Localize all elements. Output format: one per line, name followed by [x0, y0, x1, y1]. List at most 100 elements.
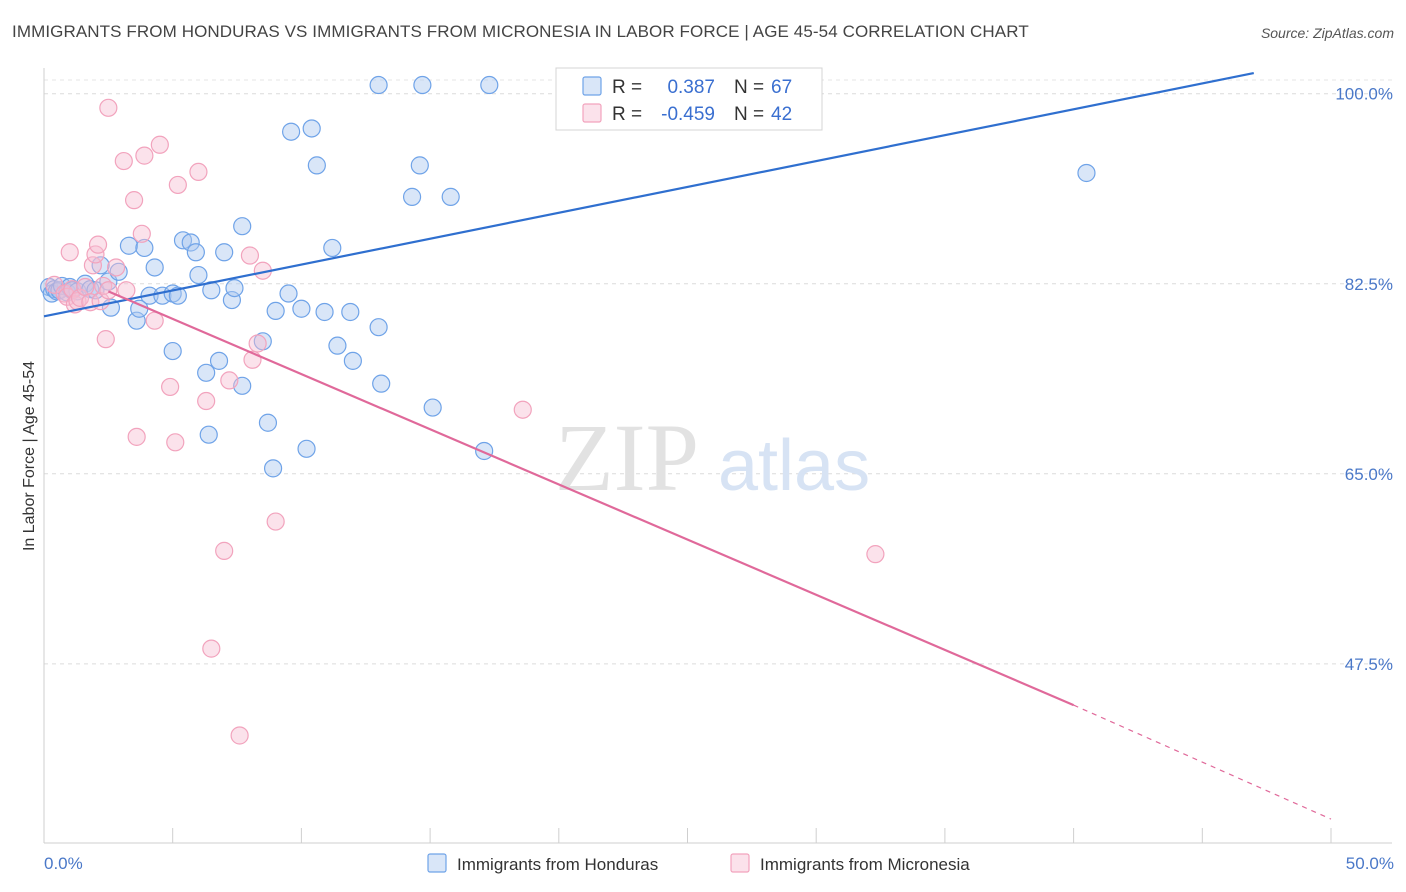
honduras-point-48	[302, 119, 321, 138]
x-tick-label-0: 0.0%	[44, 854, 83, 873]
honduras-point-31	[197, 363, 216, 382]
legend-swatch-micronesia	[582, 103, 602, 123]
micronesia-point-23	[132, 224, 151, 243]
honduras-point-17	[119, 236, 139, 255]
honduras-point-50	[315, 302, 334, 322]
honduras-point-58	[402, 187, 422, 206]
correlation-legend: R = 0.387 N = 67 R = -0.459 N = 42	[555, 67, 823, 131]
y-tick-label-1: 65.0%	[1345, 465, 1393, 484]
legend-label-honduras: Immigrants from Honduras	[457, 855, 658, 874]
micronesia-point-16	[99, 281, 118, 300]
honduras-point-34	[209, 351, 229, 370]
honduras-point-18	[127, 311, 146, 330]
axes	[43, 68, 1392, 844]
x-tick-label-1: 50.0%	[1346, 854, 1394, 873]
micronesia-point-12	[88, 235, 108, 254]
legend-r-value-2: -0.459	[661, 104, 715, 125]
legend-n-value-2: 42	[771, 104, 792, 125]
micronesia-point-27	[161, 377, 180, 397]
legend-r-label-2: R =	[612, 104, 642, 125]
grid-lines	[44, 79, 1392, 665]
honduras-point-45	[282, 122, 301, 141]
legend-r-label-1: R =	[612, 77, 642, 98]
micronesia-point-41	[513, 400, 532, 419]
honduras-point-47	[297, 439, 316, 458]
y-tick-label-2: 82.5%	[1345, 275, 1393, 294]
y-tick-label-0: 47.5%	[1345, 655, 1393, 674]
micronesia-point-38	[248, 334, 267, 353]
legend-n-label-1: N =	[734, 77, 764, 98]
micronesia-point-8	[76, 277, 95, 297]
honduras-point-28	[181, 233, 200, 252]
honduras-point-55	[369, 318, 388, 337]
honduras-point-51	[323, 238, 342, 258]
micronesia-point-26	[150, 135, 169, 154]
micronesia-point-18	[106, 258, 126, 277]
honduras-point-65	[1077, 163, 1096, 183]
honduras-point-52	[328, 336, 347, 355]
honduras-point-57	[369, 75, 388, 95]
micronesia-point-22	[127, 427, 146, 446]
chart-title: IMMIGRANTS FROM HONDURAS VS IMMIGRANTS F…	[12, 22, 1029, 41]
micronesia-point-36	[240, 246, 260, 265]
micronesia-points	[45, 98, 885, 745]
micronesia-point-32	[202, 639, 221, 658]
micronesia-point-31	[197, 391, 216, 411]
micronesia-point-29	[168, 175, 187, 195]
honduras-point-60	[413, 75, 432, 95]
micronesia-point-30	[189, 162, 208, 182]
micronesia-point-10	[83, 256, 103, 275]
source-label: Source: ZipAtlas.com	[1260, 25, 1394, 41]
honduras-point-30	[189, 265, 208, 285]
legend-swatch-honduras	[582, 76, 602, 96]
legend-n-value-1: 67	[771, 77, 792, 98]
micronesia-point-24	[135, 146, 154, 165]
legend-swatch-honduras-bottom	[427, 853, 447, 873]
honduras-point-56	[372, 374, 391, 393]
micronesia-point-17	[99, 98, 118, 117]
micronesia-point-7	[70, 288, 90, 307]
honduras-point-25	[163, 341, 182, 361]
micronesia-point-15	[96, 330, 115, 349]
honduras-point-29	[186, 243, 205, 262]
micronesia-point-42	[866, 545, 885, 564]
legend-swatch-micronesia-bottom	[730, 853, 750, 873]
legend-r-value-1: 0.387	[667, 77, 715, 98]
honduras-point-36	[222, 290, 242, 310]
honduras-point-53	[341, 302, 360, 322]
micronesia-trend-line	[107, 290, 1075, 707]
legend-label-micronesia: Immigrants from Micronesia	[760, 855, 970, 874]
honduras-point-63	[480, 75, 499, 95]
honduras-point-41	[258, 413, 278, 432]
honduras-point-22	[145, 258, 164, 277]
micronesia-point-21	[124, 191, 144, 210]
micronesia-point-19	[114, 151, 133, 171]
honduras-point-26	[168, 286, 187, 305]
micronesia-point-35	[230, 726, 249, 745]
y-axis-title: In Labor Force | Age 45-54	[21, 361, 38, 551]
micronesia-point-34	[220, 371, 239, 390]
honduras-point-43	[266, 301, 285, 321]
trend-lines	[43, 72, 1332, 820]
micronesia-point-3	[60, 243, 79, 262]
micronesia-trend-line-extension	[1073, 704, 1332, 820]
honduras-point-39	[233, 217, 252, 236]
honduras-point-13	[91, 256, 110, 275]
series-legend: Immigrants from Honduras Immigrants from…	[427, 853, 970, 874]
honduras-point-32	[199, 425, 218, 444]
honduras-point-35	[215, 243, 234, 262]
honduras-point-54	[343, 351, 362, 370]
honduras-point-61	[423, 398, 442, 417]
honduras-point-44	[279, 284, 298, 303]
watermark: ZIP atlas	[555, 404, 870, 511]
x-axis-ticks: 0.0% 50.0%	[43, 828, 1394, 873]
honduras-point-49	[307, 156, 326, 175]
honduras-point-59	[410, 156, 429, 175]
y-axis-tick-labels: 47.5% 65.0% 82.5% 100.0%	[1335, 85, 1393, 674]
honduras-trend-line	[43, 72, 1254, 318]
honduras-point-37	[225, 278, 244, 298]
micronesia-point-28	[166, 433, 185, 452]
watermark-zip: ZIP	[555, 404, 699, 511]
micronesia-point-33	[215, 541, 234, 560]
